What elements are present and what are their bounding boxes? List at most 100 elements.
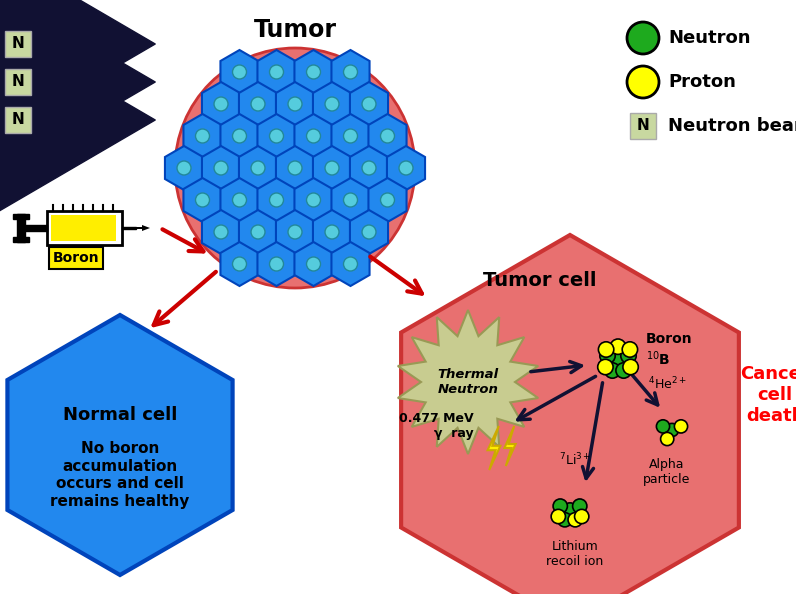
- Circle shape: [622, 342, 638, 357]
- Circle shape: [380, 129, 395, 143]
- Circle shape: [270, 193, 283, 207]
- Polygon shape: [313, 210, 351, 254]
- Circle shape: [599, 342, 614, 357]
- Polygon shape: [313, 82, 351, 126]
- Text: No boron
accumulation
occurs and cell
remains healthy: No boron accumulation occurs and cell re…: [50, 441, 189, 508]
- Polygon shape: [257, 178, 295, 222]
- Circle shape: [661, 432, 673, 446]
- Polygon shape: [257, 50, 295, 94]
- Text: Boron
$^{10}$B: Boron $^{10}$B: [646, 332, 693, 368]
- Polygon shape: [505, 426, 516, 466]
- Circle shape: [344, 257, 357, 271]
- Polygon shape: [350, 146, 388, 190]
- Text: N: N: [12, 74, 25, 90]
- Circle shape: [568, 513, 583, 527]
- Polygon shape: [239, 82, 277, 126]
- Circle shape: [665, 424, 679, 437]
- Polygon shape: [331, 50, 369, 94]
- Polygon shape: [220, 242, 259, 286]
- Polygon shape: [165, 146, 203, 190]
- Polygon shape: [488, 426, 501, 470]
- Polygon shape: [295, 178, 333, 222]
- Circle shape: [623, 359, 638, 375]
- Circle shape: [362, 97, 376, 111]
- Circle shape: [306, 129, 321, 143]
- Text: Normal cell: Normal cell: [63, 406, 178, 424]
- Text: N: N: [637, 118, 650, 134]
- Circle shape: [196, 129, 209, 143]
- Text: Tumor: Tumor: [253, 18, 337, 42]
- Circle shape: [214, 161, 228, 175]
- Circle shape: [232, 65, 247, 79]
- Circle shape: [621, 348, 636, 364]
- Polygon shape: [220, 50, 259, 94]
- Text: 0.477 MeV
γ  ray: 0.477 MeV γ ray: [400, 412, 474, 440]
- Circle shape: [288, 225, 302, 239]
- Text: Neutron beam: Neutron beam: [668, 117, 796, 135]
- Bar: [17, 214, 25, 242]
- Text: $^{7}$Li$^{3+}$: $^{7}$Li$^{3+}$: [559, 451, 591, 468]
- Circle shape: [196, 193, 209, 207]
- Circle shape: [177, 161, 191, 175]
- Bar: [51, 215, 116, 241]
- FancyBboxPatch shape: [5, 31, 31, 57]
- FancyBboxPatch shape: [5, 107, 31, 133]
- Polygon shape: [257, 114, 295, 158]
- Circle shape: [605, 363, 620, 378]
- Circle shape: [563, 503, 577, 517]
- Circle shape: [558, 513, 572, 527]
- Polygon shape: [220, 114, 259, 158]
- Circle shape: [251, 225, 265, 239]
- Circle shape: [380, 193, 395, 207]
- Circle shape: [616, 363, 631, 378]
- Text: N: N: [12, 112, 25, 128]
- Text: Tumor cell: Tumor cell: [483, 270, 597, 289]
- Circle shape: [214, 97, 228, 111]
- Circle shape: [551, 509, 565, 524]
- Polygon shape: [276, 82, 314, 126]
- Polygon shape: [239, 146, 277, 190]
- Polygon shape: [295, 114, 333, 158]
- Text: Boron: Boron: [53, 251, 100, 265]
- Circle shape: [399, 161, 413, 175]
- Circle shape: [306, 193, 321, 207]
- Polygon shape: [350, 82, 388, 126]
- Circle shape: [598, 359, 613, 375]
- Polygon shape: [295, 50, 333, 94]
- Polygon shape: [257, 242, 295, 286]
- Circle shape: [325, 225, 339, 239]
- Polygon shape: [331, 114, 369, 158]
- Polygon shape: [276, 210, 314, 254]
- Circle shape: [175, 48, 415, 288]
- Circle shape: [572, 499, 587, 513]
- Text: Cancer
cell
death: Cancer cell death: [740, 365, 796, 425]
- Text: N: N: [12, 36, 25, 52]
- Circle shape: [232, 129, 247, 143]
- Polygon shape: [401, 235, 739, 594]
- Text: Proton: Proton: [668, 73, 736, 91]
- Bar: [122, 227, 136, 229]
- Bar: [13, 214, 29, 219]
- Text: $^{4}$He$^{2+}$: $^{4}$He$^{2+}$: [648, 375, 686, 392]
- Text: Lithium
recoil ion: Lithium recoil ion: [546, 540, 603, 568]
- Polygon shape: [202, 210, 240, 254]
- Circle shape: [251, 97, 265, 111]
- Polygon shape: [331, 178, 369, 222]
- Circle shape: [270, 129, 283, 143]
- Bar: [47, 211, 122, 245]
- Text: Neutron: Neutron: [668, 29, 751, 47]
- Circle shape: [214, 225, 228, 239]
- Text: Alpha
particle: Alpha particle: [643, 458, 691, 486]
- Circle shape: [674, 420, 688, 433]
- Circle shape: [344, 129, 357, 143]
- Polygon shape: [313, 146, 351, 190]
- Circle shape: [270, 257, 283, 271]
- Circle shape: [306, 65, 321, 79]
- Circle shape: [232, 257, 247, 271]
- Circle shape: [627, 22, 659, 54]
- Circle shape: [288, 161, 302, 175]
- Bar: [25, 225, 47, 231]
- Circle shape: [575, 509, 589, 524]
- Circle shape: [362, 225, 376, 239]
- Polygon shape: [183, 114, 221, 158]
